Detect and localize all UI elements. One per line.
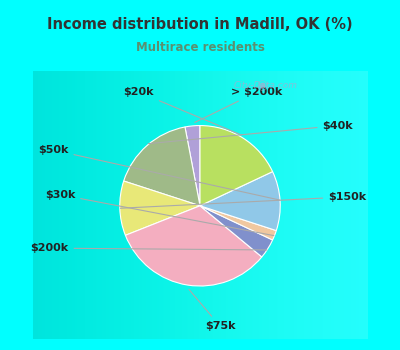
Text: Income distribution in Madill, OK (%): Income distribution in Madill, OK (%) bbox=[47, 17, 353, 32]
Text: Multirace residents: Multirace residents bbox=[136, 41, 264, 54]
Wedge shape bbox=[200, 172, 280, 231]
Wedge shape bbox=[124, 127, 200, 206]
Text: $30k: $30k bbox=[45, 190, 274, 236]
Wedge shape bbox=[185, 126, 200, 206]
Wedge shape bbox=[126, 206, 262, 286]
Wedge shape bbox=[200, 206, 272, 257]
Text: $20k: $20k bbox=[124, 87, 242, 135]
Text: $150k: $150k bbox=[120, 192, 366, 208]
Text: > $200k: > $200k bbox=[195, 87, 282, 122]
Text: $40k: $40k bbox=[148, 120, 353, 144]
Text: $200k: $200k bbox=[30, 243, 267, 253]
Wedge shape bbox=[200, 126, 272, 206]
Wedge shape bbox=[120, 181, 200, 235]
Text: $50k: $50k bbox=[38, 145, 280, 200]
Text: ◉: ◉ bbox=[256, 79, 267, 92]
Wedge shape bbox=[200, 206, 276, 240]
Text: City-Data.com: City-Data.com bbox=[234, 81, 298, 90]
Text: $75k: $75k bbox=[189, 289, 235, 331]
